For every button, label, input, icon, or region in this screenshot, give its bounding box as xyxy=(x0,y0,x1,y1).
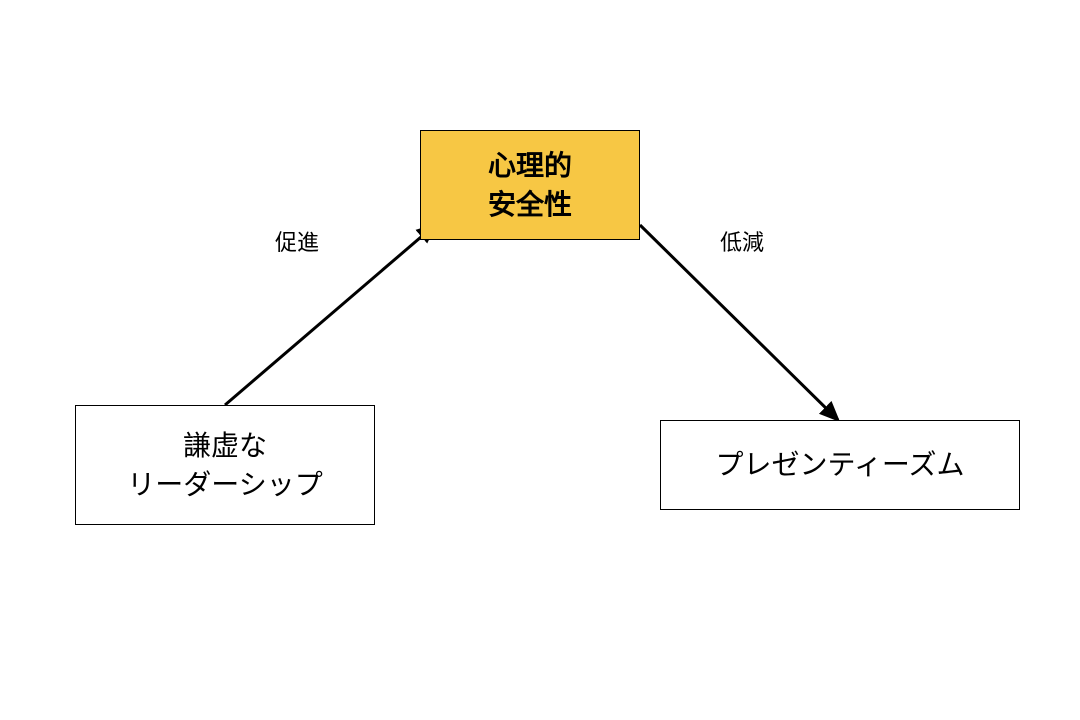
node-leadership-line2: リーダーシップ xyxy=(127,465,322,504)
arrow-layer xyxy=(0,0,1080,720)
node-safety-line2: 安全性 xyxy=(488,185,572,224)
edge-promote-line xyxy=(225,225,435,405)
node-safety-line1: 心理的 xyxy=(488,146,572,185)
node-safety: 心理的 安全性 xyxy=(420,130,640,240)
node-leadership: 謙虚な リーダーシップ xyxy=(75,405,375,525)
mediation-diagram: 謙虚な リーダーシップ 心理的 安全性 プレゼンティーズム 促進 低減 xyxy=(0,0,1080,720)
node-presenteeism: プレゼンティーズム xyxy=(660,420,1020,510)
edge-label-promote: 促進 xyxy=(275,225,319,257)
edge-label-reduce: 低減 xyxy=(720,225,764,257)
node-presenteeism-line1: プレゼンティーズム xyxy=(716,445,965,484)
node-leadership-line1: 謙虚な xyxy=(127,426,322,465)
